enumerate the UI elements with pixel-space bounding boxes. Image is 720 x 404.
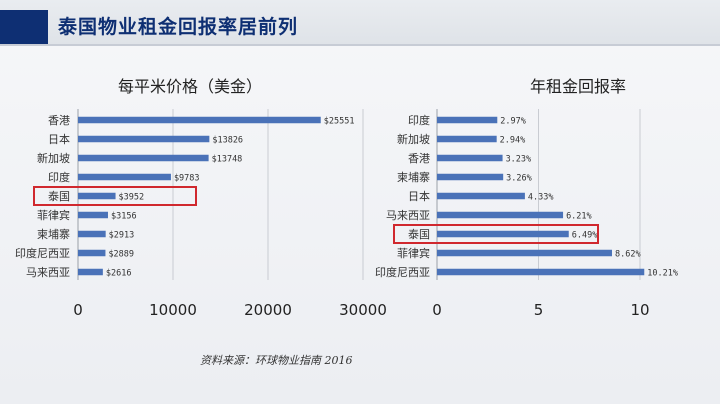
chart-1-tick-label-0: 0 — [73, 301, 83, 319]
chart-1-tick-label-1: 10000 — [149, 301, 197, 319]
chart-2-bar-8 — [437, 268, 645, 276]
header-band — [0, 0, 720, 44]
chart-1-bar-1 — [78, 135, 210, 143]
page-title: 泰国物业租金回报率居前列 — [58, 16, 299, 38]
chart-2-data-label-3: 3.26% — [506, 174, 532, 184]
chart-1-data-label-1: $13826 — [212, 136, 243, 146]
chart-2-data-label-5: 6.21% — [566, 212, 592, 222]
chart-1-data-label-4: $3952 — [119, 193, 145, 203]
header-accent — [0, 10, 48, 44]
chart-1-bar-3 — [78, 173, 171, 181]
chart-2-bar-7 — [437, 249, 612, 257]
chart-2-bar-5 — [437, 211, 564, 219]
chart-1-category-label-8: 马来西亚 — [26, 266, 70, 279]
chart-2-data-label-7: 8.62% — [615, 250, 641, 260]
chart-2-data-label-6: 6.49% — [572, 231, 598, 241]
chart-1-category-label-2: 新加坡 — [37, 151, 70, 165]
chart-1-data-label-3: $9783 — [174, 174, 200, 184]
chart-2-tick-label-0: 0 — [432, 301, 442, 319]
chart-2-data-label-1: 2.94% — [500, 136, 526, 146]
chart-2-bar-1 — [437, 135, 497, 143]
chart-1-tick-label-3: 30000 — [339, 301, 387, 319]
chart-1-category-label-3: 印度 — [48, 170, 70, 184]
chart-2-bar-3 — [437, 173, 504, 181]
chart-1-data-label-5: $3156 — [111, 212, 137, 222]
chart-1-bar-4 — [78, 192, 116, 200]
chart-2-bar-2 — [437, 154, 503, 162]
chart-2-category-label-2: 香港 — [408, 152, 430, 165]
chart-2-category-label-1: 新加坡 — [397, 132, 430, 146]
chart-2-bar-6 — [437, 230, 569, 238]
chart-1-bar-6 — [78, 230, 106, 238]
chart-2-data-label-8: 10.21% — [647, 269, 678, 279]
chart-2-category-label-3: 柬埔寨 — [397, 170, 430, 184]
chart-2-category-label-7: 菲律宾 — [397, 246, 430, 260]
chart-1-category-label-4: 泰国 — [48, 189, 70, 203]
chart-1-bar-0 — [78, 116, 321, 124]
chart-2-bar-0 — [437, 116, 498, 124]
chart-1-bar-5 — [78, 211, 108, 219]
chart-1-bar-8 — [78, 268, 103, 276]
chart-2-tick-label-2: 10 — [630, 301, 649, 319]
chart-1-title: 每平米价格（美金） — [118, 77, 262, 96]
chart-1-data-label-8: $2616 — [106, 269, 132, 279]
chart-1-data-label-7: $2889 — [108, 250, 134, 260]
chart-2-category-label-8: 印度尼西亚 — [375, 265, 430, 279]
chart-2-category-label-5: 马来西亚 — [386, 209, 430, 222]
chart-1-highlight-box — [33, 186, 197, 206]
chart-2-category-label-4: 日本 — [408, 189, 430, 203]
header-divider — [0, 44, 720, 46]
chart-2-data-label-2: 3.23% — [506, 155, 532, 165]
chart-1-data-label-2: $13748 — [212, 155, 243, 165]
chart-2-category-label-0: 印度 — [408, 113, 430, 127]
chart-2-data-label-0: 2.97% — [500, 117, 526, 127]
chart-2-bar-4 — [437, 192, 525, 200]
chart-2-title: 年租金回报率 — [530, 77, 626, 96]
chart-1-category-label-6: 柬埔寨 — [37, 227, 70, 241]
chart-1-category-label-7: 印度尼西亚 — [15, 246, 70, 260]
chart-1-tick-label-2: 20000 — [244, 301, 292, 319]
chart-1-bar-7 — [78, 249, 106, 257]
chart-2-data-label-4: 4.33% — [528, 193, 554, 203]
chart-1-category-label-1: 日本 — [48, 132, 70, 146]
chart-2-tick-label-1: 5 — [534, 301, 544, 319]
chart-1-bar-2 — [78, 154, 209, 162]
source-note: 资料来源：环球物业指南 2016 — [200, 354, 353, 367]
chart-2-category-label-6: 泰国 — [408, 227, 430, 241]
chart-1-category-label-5: 菲律宾 — [37, 208, 70, 222]
chart-1-data-label-6: $2913 — [109, 231, 135, 241]
chart-2-highlight-box — [393, 224, 599, 244]
chart-1-category-label-0: 香港 — [48, 114, 70, 127]
chart-1-data-label-0: $25551 — [324, 117, 355, 127]
